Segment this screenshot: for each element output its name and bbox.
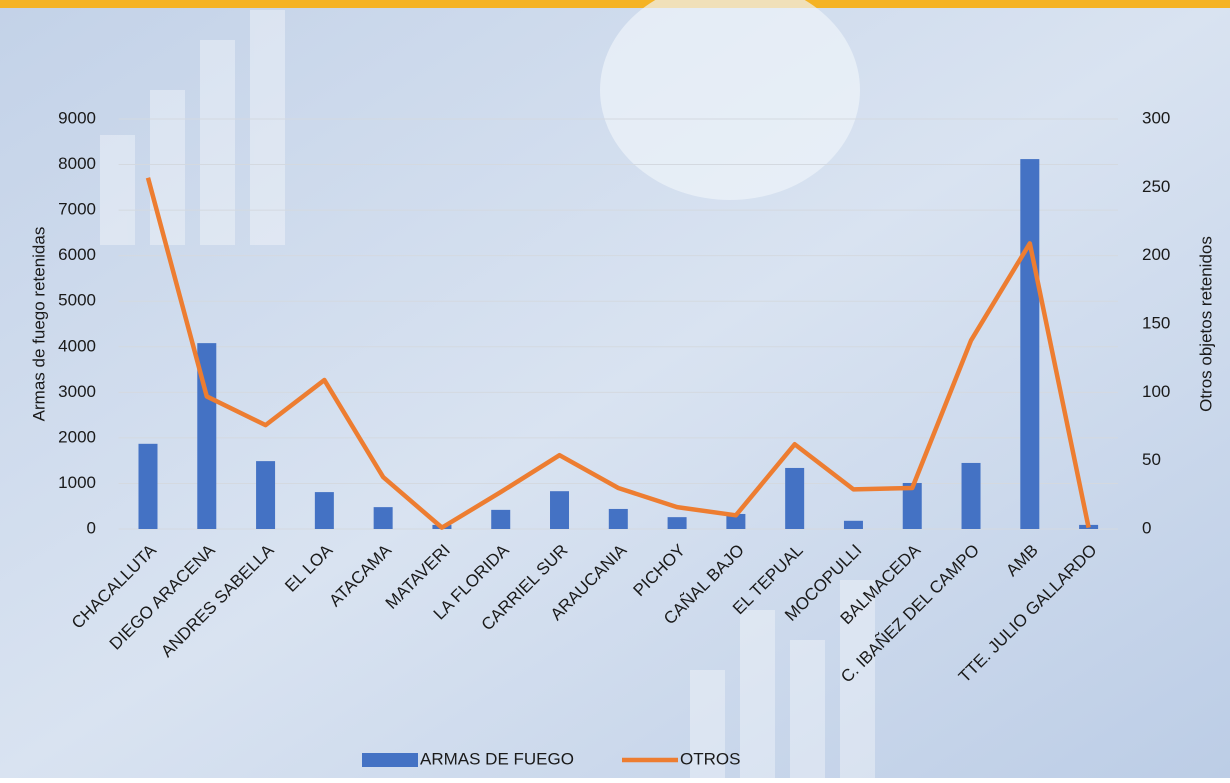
bar <box>902 482 922 529</box>
y-tick-label: 5000 <box>58 291 96 310</box>
y2-axis-label: Otros objetos retenidos <box>1196 236 1215 412</box>
legend-label: ARMAS DE FUEGO <box>420 749 574 768</box>
y-tick-label: 6000 <box>58 245 96 264</box>
decoration <box>100 10 875 778</box>
legend-swatch <box>362 753 418 767</box>
bar <box>256 461 276 529</box>
y-axis-label: Armas de fuego retenidas <box>29 227 48 422</box>
y-tick-label: 9000 <box>58 108 96 127</box>
y-tick-label: 7000 <box>58 200 96 219</box>
y-tick-label: 1000 <box>58 473 96 492</box>
bar <box>138 443 158 529</box>
y2-tick-label: 200 <box>1142 245 1170 264</box>
legend-label: OTROS <box>680 749 740 768</box>
y2-tick-label: 250 <box>1142 177 1170 196</box>
bar <box>726 513 746 529</box>
bar <box>550 491 570 529</box>
bar <box>785 467 805 529</box>
bar <box>667 517 687 529</box>
decoration <box>600 0 860 200</box>
y-tick-label: 0 <box>87 518 96 537</box>
top-strip <box>0 0 1230 8</box>
y-tick-label: 4000 <box>58 336 96 355</box>
bar <box>373 507 393 529</box>
y-tick-label: 8000 <box>58 154 96 173</box>
y2-tick-label: 50 <box>1142 450 1161 469</box>
bar <box>491 509 511 529</box>
y2-tick-label: 100 <box>1142 382 1170 401</box>
bar <box>843 520 863 529</box>
bar <box>197 343 217 529</box>
y-tick-label: 2000 <box>58 427 96 446</box>
bar <box>1020 159 1040 530</box>
y-tick-label: 3000 <box>58 382 96 401</box>
y2-tick-label: 0 <box>1142 518 1151 537</box>
y2-tick-label: 150 <box>1142 313 1170 332</box>
bar <box>314 492 334 529</box>
y2-tick-label: 300 <box>1142 108 1170 127</box>
bar <box>961 462 981 529</box>
line <box>145 177 1091 530</box>
bar <box>608 508 628 529</box>
